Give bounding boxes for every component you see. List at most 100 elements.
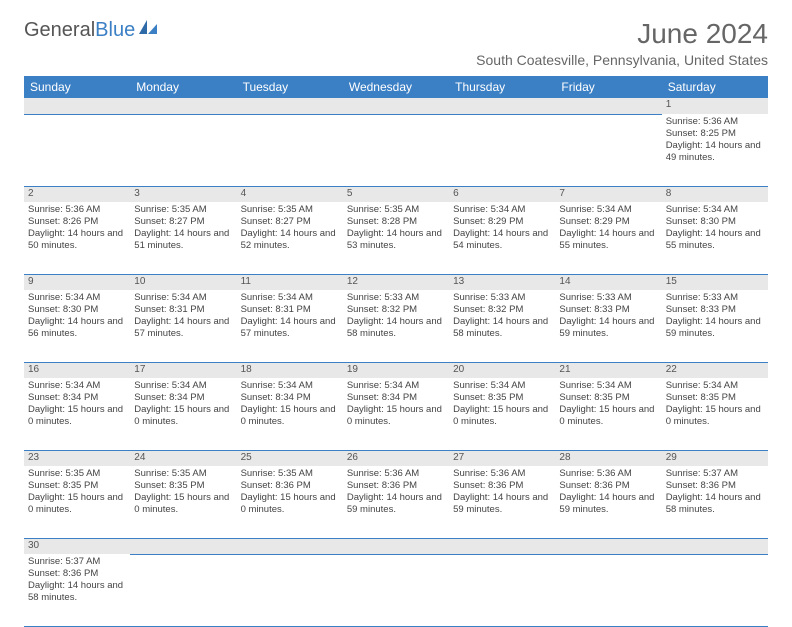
day-cell: Sunrise: 5:36 AMSunset: 8:36 PMDaylight:… — [449, 466, 555, 538]
day-cell: Sunrise: 5:34 AMSunset: 8:34 PMDaylight:… — [237, 378, 343, 450]
daylight-line: Daylight: 14 hours and 58 minutes. — [347, 316, 445, 340]
daynum-row: 16171819202122 — [24, 362, 768, 378]
day-number-cell: 21 — [555, 362, 661, 378]
day-number-cell: 24 — [130, 450, 236, 466]
sunset-line: Sunset: 8:36 PM — [559, 480, 657, 492]
sunrise-line: Sunrise: 5:34 AM — [347, 380, 445, 392]
day-cell: Sunrise: 5:33 AMSunset: 8:33 PMDaylight:… — [555, 290, 661, 362]
sunset-line: Sunset: 8:36 PM — [666, 480, 764, 492]
sunrise-line: Sunrise: 5:35 AM — [241, 204, 339, 216]
day-number-cell: 4 — [237, 186, 343, 202]
sunrise-line: Sunrise: 5:35 AM — [134, 468, 232, 480]
day-cell: Sunrise: 5:34 AMSunset: 8:31 PMDaylight:… — [237, 290, 343, 362]
sunset-line: Sunset: 8:27 PM — [134, 216, 232, 228]
daylight-line: Daylight: 14 hours and 57 minutes. — [134, 316, 232, 340]
day-cell — [237, 114, 343, 186]
day-number-cell: 18 — [237, 362, 343, 378]
sunset-line: Sunset: 8:36 PM — [28, 568, 126, 580]
daylight-line: Daylight: 14 hours and 49 minutes. — [666, 140, 764, 164]
daylight-line: Daylight: 14 hours and 55 minutes. — [666, 228, 764, 252]
day-cell: Sunrise: 5:33 AMSunset: 8:32 PMDaylight:… — [343, 290, 449, 362]
day-number-cell: 5 — [343, 186, 449, 202]
calendar-body: 1Sunrise: 5:36 AMSunset: 8:25 PMDaylight… — [24, 98, 768, 626]
day-number-cell: 22 — [662, 362, 768, 378]
day-number-cell: 26 — [343, 450, 449, 466]
day-number-cell: 23 — [24, 450, 130, 466]
day-number-cell: 17 — [130, 362, 236, 378]
day-number-cell — [343, 98, 449, 114]
sunset-line: Sunset: 8:35 PM — [28, 480, 126, 492]
daylight-line: Daylight: 14 hours and 57 minutes. — [241, 316, 339, 340]
day-cell: Sunrise: 5:34 AMSunset: 8:34 PMDaylight:… — [24, 378, 130, 450]
week-row: Sunrise: 5:35 AMSunset: 8:35 PMDaylight:… — [24, 466, 768, 538]
day-number-cell — [555, 538, 661, 554]
sunrise-line: Sunrise: 5:34 AM — [453, 380, 551, 392]
sunset-line: Sunset: 8:27 PM — [241, 216, 339, 228]
sunrise-line: Sunrise: 5:37 AM — [28, 556, 126, 568]
sunset-line: Sunset: 8:31 PM — [241, 304, 339, 316]
sunrise-line: Sunrise: 5:36 AM — [453, 468, 551, 480]
daylight-line: Daylight: 14 hours and 59 minutes. — [559, 492, 657, 516]
sunrise-line: Sunrise: 5:33 AM — [666, 292, 764, 304]
sunset-line: Sunset: 8:35 PM — [666, 392, 764, 404]
sunrise-line: Sunrise: 5:35 AM — [28, 468, 126, 480]
sunrise-line: Sunrise: 5:34 AM — [666, 380, 764, 392]
day-number-cell — [24, 98, 130, 114]
title-block: June 2024 South Coatesville, Pennsylvani… — [476, 18, 768, 68]
day-number-cell: 11 — [237, 274, 343, 290]
sunset-line: Sunset: 8:35 PM — [134, 480, 232, 492]
sunset-line: Sunset: 8:33 PM — [666, 304, 764, 316]
day-number-cell — [555, 98, 661, 114]
daylight-line: Daylight: 14 hours and 59 minutes. — [666, 316, 764, 340]
sunset-line: Sunset: 8:29 PM — [453, 216, 551, 228]
sunrise-line: Sunrise: 5:35 AM — [347, 204, 445, 216]
sunrise-line: Sunrise: 5:33 AM — [347, 292, 445, 304]
month-title: June 2024 — [476, 18, 768, 50]
daylight-line: Daylight: 14 hours and 54 minutes. — [453, 228, 551, 252]
day-number-cell — [130, 538, 236, 554]
day-cell: Sunrise: 5:35 AMSunset: 8:35 PMDaylight:… — [24, 466, 130, 538]
sunrise-line: Sunrise: 5:36 AM — [666, 116, 764, 128]
sunset-line: Sunset: 8:25 PM — [666, 128, 764, 140]
day-cell: Sunrise: 5:36 AMSunset: 8:25 PMDaylight:… — [662, 114, 768, 186]
sunrise-line: Sunrise: 5:34 AM — [666, 204, 764, 216]
weekday-header: Sunday — [24, 76, 130, 98]
daylight-line: Daylight: 14 hours and 53 minutes. — [347, 228, 445, 252]
page-header: GeneralBlue June 2024 South Coatesville,… — [24, 18, 768, 68]
daylight-line: Daylight: 14 hours and 50 minutes. — [28, 228, 126, 252]
day-cell: Sunrise: 5:34 AMSunset: 8:35 PMDaylight:… — [662, 378, 768, 450]
daylight-line: Daylight: 14 hours and 58 minutes. — [453, 316, 551, 340]
sunset-line: Sunset: 8:32 PM — [347, 304, 445, 316]
weekday-header: Wednesday — [343, 76, 449, 98]
day-cell: Sunrise: 5:35 AMSunset: 8:27 PMDaylight:… — [237, 202, 343, 274]
daylight-line: Daylight: 15 hours and 0 minutes. — [241, 404, 339, 428]
day-number-cell: 6 — [449, 186, 555, 202]
sunset-line: Sunset: 8:28 PM — [347, 216, 445, 228]
day-number-cell: 28 — [555, 450, 661, 466]
day-number-cell: 1 — [662, 98, 768, 114]
daylight-line: Daylight: 14 hours and 59 minutes. — [347, 492, 445, 516]
daynum-row: 23242526272829 — [24, 450, 768, 466]
sunset-line: Sunset: 8:36 PM — [241, 480, 339, 492]
sunrise-line: Sunrise: 5:36 AM — [347, 468, 445, 480]
logo-text-general: General — [24, 19, 95, 42]
day-cell — [237, 554, 343, 626]
day-number-cell: 7 — [555, 186, 661, 202]
day-number-cell: 2 — [24, 186, 130, 202]
sunset-line: Sunset: 8:33 PM — [559, 304, 657, 316]
weekday-header: Saturday — [662, 76, 768, 98]
day-cell: Sunrise: 5:34 AMSunset: 8:35 PMDaylight:… — [555, 378, 661, 450]
sunset-line: Sunset: 8:26 PM — [28, 216, 126, 228]
logo: GeneralBlue — [24, 18, 159, 42]
day-number-cell: 14 — [555, 274, 661, 290]
day-cell: Sunrise: 5:34 AMSunset: 8:30 PMDaylight:… — [662, 202, 768, 274]
sunrise-line: Sunrise: 5:36 AM — [559, 468, 657, 480]
daylight-line: Daylight: 15 hours and 0 minutes. — [666, 404, 764, 428]
sunrise-line: Sunrise: 5:34 AM — [559, 380, 657, 392]
day-number-cell: 20 — [449, 362, 555, 378]
day-number-cell — [449, 98, 555, 114]
location-label: South Coatesville, Pennsylvania, United … — [476, 52, 768, 68]
weekday-header: Thursday — [449, 76, 555, 98]
day-number-cell: 16 — [24, 362, 130, 378]
day-cell — [555, 114, 661, 186]
